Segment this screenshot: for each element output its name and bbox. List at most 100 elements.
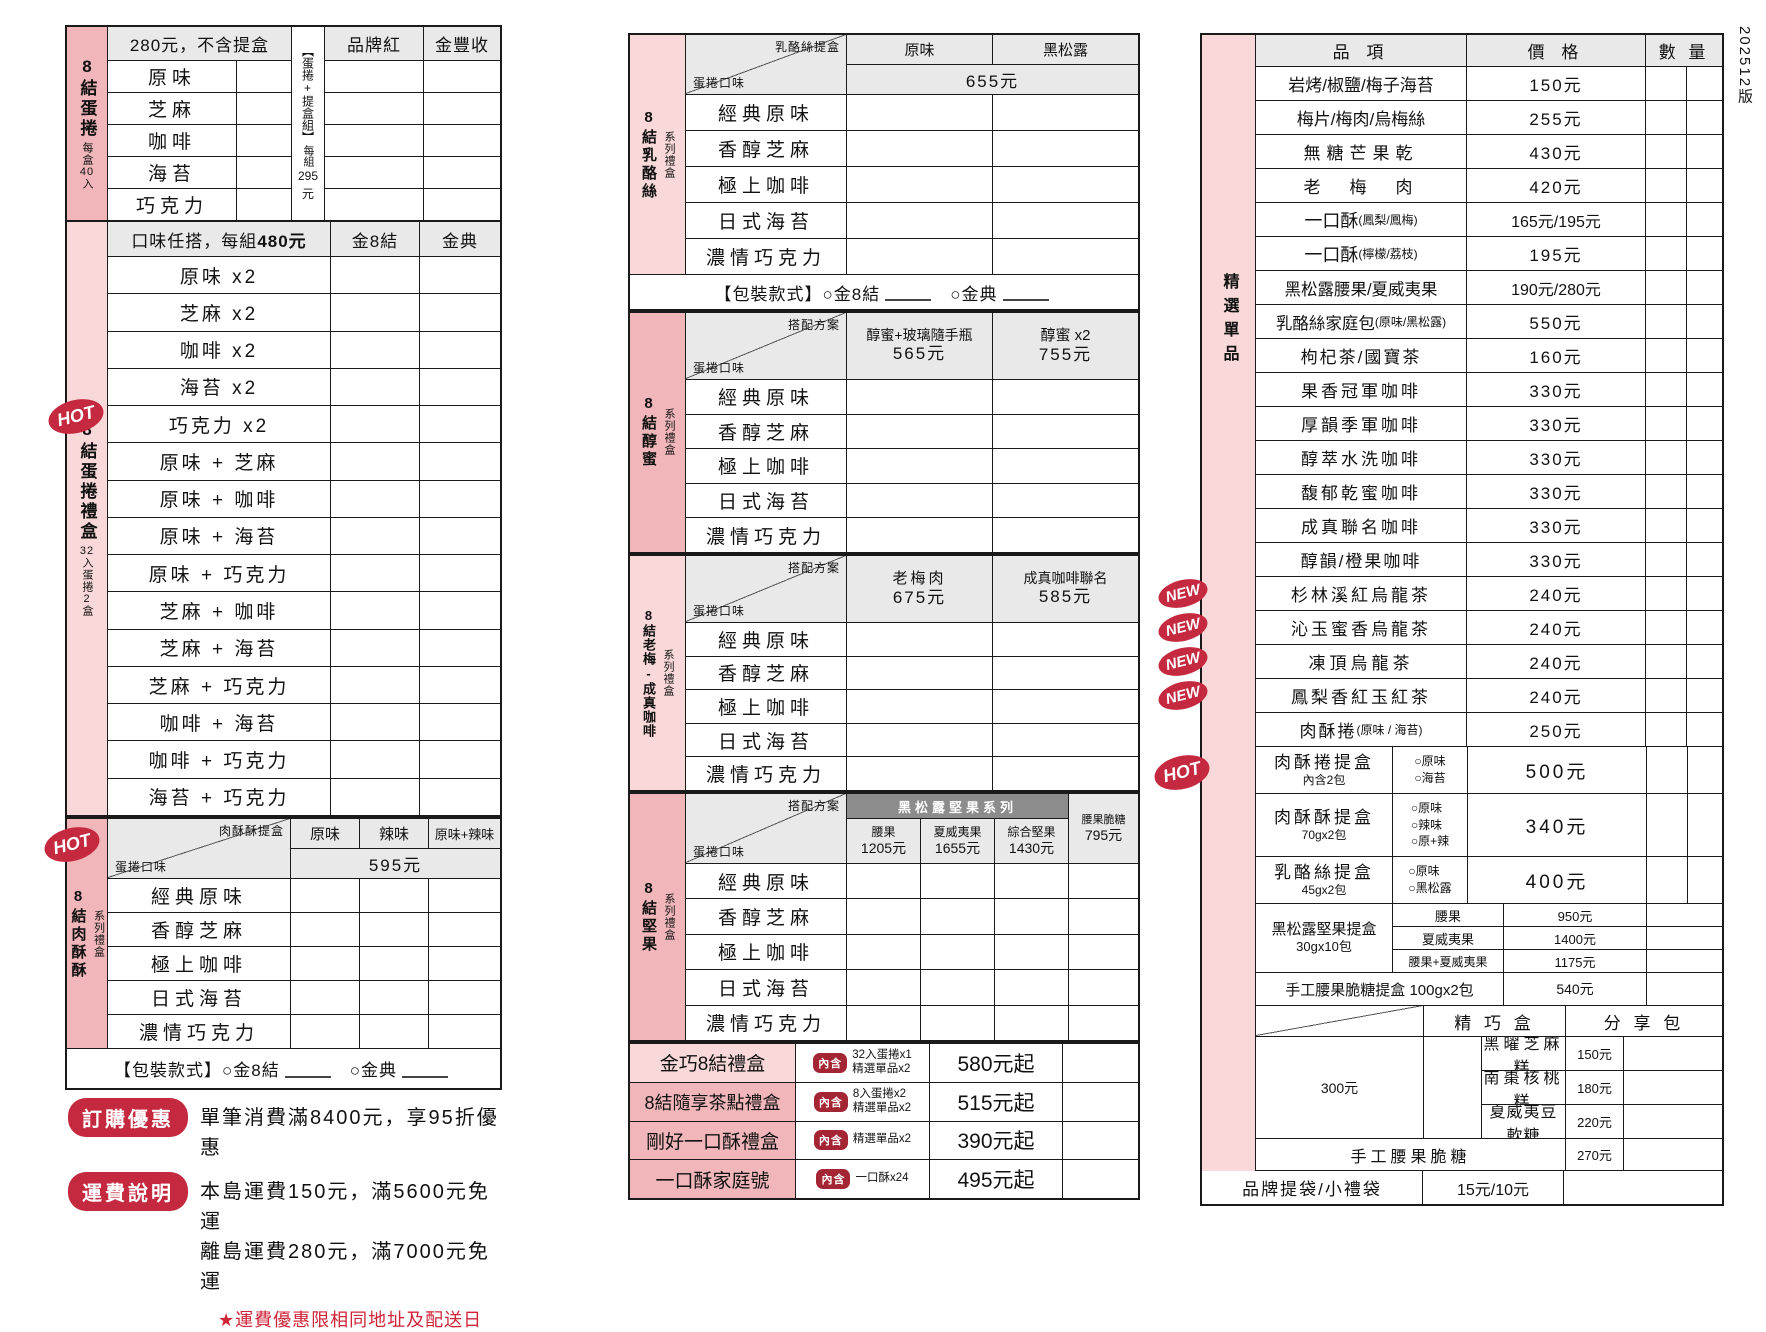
qty-cell[interactable]	[331, 778, 419, 815]
qty-cell[interactable]	[1687, 135, 1722, 168]
qty-cell[interactable]	[847, 414, 992, 449]
qty-cell[interactable]	[1687, 543, 1722, 576]
qty-cell[interactable]	[1647, 794, 1687, 856]
qty-cell[interactable]	[1647, 747, 1687, 793]
pack-option-gold8[interactable]: ○金8結	[221, 1061, 280, 1080]
qty-cell[interactable]	[847, 483, 992, 518]
qty-cell[interactable]	[429, 1015, 500, 1048]
qty-cell[interactable]	[424, 125, 500, 156]
qty-cell[interactable]	[331, 592, 419, 629]
qty-cell[interactable]	[847, 757, 992, 790]
qty-cell[interactable]	[993, 623, 1138, 656]
qty-cell[interactable]	[331, 257, 419, 294]
qty-cell[interactable]	[847, 203, 992, 238]
qty-cell[interactable]	[1687, 407, 1722, 440]
qty-cell[interactable]	[1687, 475, 1722, 508]
qty-cell[interactable]	[847, 656, 992, 690]
qty-cell[interactable]	[331, 517, 419, 555]
qty-cell[interactable]	[993, 690, 1138, 723]
qty-cell[interactable]	[420, 704, 500, 741]
qty-cell[interactable]	[1564, 1171, 1722, 1204]
qty-cell[interactable]	[847, 1005, 920, 1040]
qty-cell[interactable]	[325, 189, 423, 220]
qty-cell[interactable]	[420, 480, 500, 517]
qty-cell[interactable]	[1688, 857, 1722, 903]
qty-cell[interactable]	[993, 483, 1138, 518]
qty-cell[interactable]	[847, 934, 920, 970]
qty-cell[interactable]	[331, 629, 419, 666]
qty-cell[interactable]	[1069, 1005, 1138, 1040]
qty-cell[interactable]	[1687, 441, 1722, 474]
qty-cell[interactable]	[360, 1015, 428, 1048]
qty-cell[interactable]	[1646, 339, 1686, 372]
qty-cell[interactable]	[429, 879, 500, 912]
qty-cell[interactable]	[1646, 645, 1686, 678]
qty-cell[interactable]	[1069, 864, 1138, 899]
option-spicy[interactable]: ○辣味	[1410, 817, 1443, 832]
option-original[interactable]: ○原味	[1408, 864, 1440, 879]
qty-cell[interactable]	[1624, 1139, 1722, 1170]
qty-cell[interactable]	[993, 203, 1138, 238]
qty-cell[interactable]	[237, 125, 291, 156]
qty-cell[interactable]	[921, 934, 994, 970]
qty-cell[interactable]	[847, 167, 992, 202]
pack-option-gold8[interactable]: ○金8結	[822, 284, 881, 304]
qty-cell[interactable]	[1687, 101, 1722, 134]
qty-cell[interactable]	[1069, 934, 1138, 970]
qty-cell[interactable]	[1687, 713, 1722, 746]
qty-cell[interactable]	[1647, 904, 1722, 926]
qty-cell[interactable]	[420, 443, 500, 480]
qty-cell[interactable]	[1647, 857, 1687, 903]
qty-cell[interactable]	[1646, 713, 1686, 746]
qty-cell[interactable]	[1624, 1037, 1722, 1070]
qty-cell[interactable]	[1688, 747, 1722, 793]
qty-cell[interactable]	[331, 331, 419, 368]
qty-cell[interactable]	[331, 704, 419, 741]
qty-cell[interactable]	[921, 970, 994, 1005]
qty-cell[interactable]	[325, 125, 423, 156]
qty-cell[interactable]	[1646, 271, 1686, 304]
qty-cell[interactable]	[1647, 973, 1722, 1005]
option-original[interactable]: ○原味	[1410, 800, 1443, 815]
qty-cell[interactable]	[1687, 645, 1722, 678]
qty-cell[interactable]	[325, 93, 423, 124]
qty-cell[interactable]	[1646, 679, 1686, 712]
qty-cell[interactable]	[847, 723, 992, 757]
qty-cell[interactable]	[291, 879, 359, 912]
qty-cell[interactable]	[1687, 509, 1722, 542]
qty-cell[interactable]	[847, 380, 992, 414]
qty-cell[interactable]	[424, 61, 500, 92]
qty-cell[interactable]	[847, 970, 920, 1005]
qty-cell[interactable]	[847, 239, 992, 274]
qty-cell[interactable]	[1646, 305, 1686, 338]
qty-cell[interactable]	[420, 592, 500, 629]
qty-cell[interactable]	[847, 131, 992, 166]
qty-cell[interactable]	[420, 331, 500, 368]
qty-cell[interactable]	[1687, 611, 1722, 644]
qty-cell[interactable]	[291, 913, 359, 946]
qty-cell[interactable]	[1646, 509, 1686, 542]
qty-cell[interactable]	[1646, 169, 1686, 202]
qty-cell[interactable]	[331, 741, 419, 778]
qty-cell[interactable]	[993, 95, 1138, 130]
fill-blank[interactable]	[402, 1060, 448, 1078]
qty-cell[interactable]	[420, 629, 500, 666]
qty-cell[interactable]	[1687, 271, 1722, 304]
qty-cell[interactable]	[331, 666, 419, 704]
qty-cell[interactable]	[1646, 407, 1686, 440]
qty-cell[interactable]	[429, 947, 500, 980]
qty-cell[interactable]	[1687, 203, 1722, 236]
pack-option-classic[interactable]: ○金典	[950, 284, 998, 304]
qty-cell[interactable]	[360, 913, 428, 946]
qty-cell[interactable]	[1424, 1037, 1481, 1138]
qty-cell[interactable]	[237, 157, 291, 188]
qty-cell[interactable]	[921, 864, 994, 899]
qty-cell[interactable]	[847, 449, 992, 483]
qty-cell[interactable]	[331, 443, 419, 480]
qty-cell[interactable]	[429, 981, 500, 1014]
qty-cell[interactable]	[291, 947, 359, 980]
qty-cell[interactable]	[420, 406, 500, 443]
qty-cell[interactable]	[1646, 373, 1686, 406]
qty-cell[interactable]	[1646, 101, 1686, 134]
qty-cell[interactable]	[420, 778, 500, 815]
